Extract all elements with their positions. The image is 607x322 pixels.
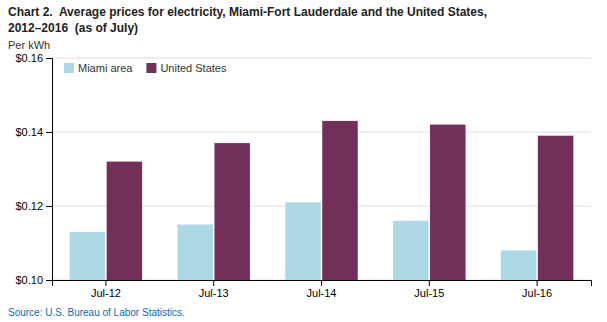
x-tick-label: Jul-16 bbox=[522, 287, 552, 299]
bar bbox=[501, 250, 537, 280]
x-tick-mark bbox=[429, 280, 430, 286]
subtitle: 2012–2016 (as of July) bbox=[8, 21, 138, 35]
x-tick-label: Jul-12 bbox=[91, 287, 121, 299]
legend: Miami area United States bbox=[64, 62, 227, 74]
y-tick-mark bbox=[46, 280, 52, 281]
bar bbox=[538, 136, 574, 280]
grid-line bbox=[52, 58, 591, 59]
legend-label: Miami area bbox=[78, 62, 133, 74]
x-tick: Jul-14 bbox=[307, 280, 337, 299]
y-axis-line bbox=[46, 59, 53, 281]
x-axis-line bbox=[53, 281, 592, 287]
grid-line bbox=[52, 132, 591, 133]
plot-area: $0.10$0.12$0.14$0.16Jul-12Jul-13Jul-14Ju… bbox=[15, 52, 591, 299]
bar bbox=[393, 221, 429, 280]
bar bbox=[214, 143, 250, 280]
y-tick-label: $0.12 bbox=[15, 200, 43, 212]
x-tick-mark bbox=[321, 280, 322, 286]
legend-swatch bbox=[64, 63, 74, 73]
y-tick-mark bbox=[46, 132, 52, 133]
chart: Chart 2. Average prices for electricity,… bbox=[0, 0, 607, 322]
y-tick: $0.12 bbox=[15, 200, 52, 212]
legend-label: United States bbox=[160, 62, 227, 74]
bar bbox=[322, 121, 358, 280]
source-note: Source: U.S. Bureau of Labor Statistics. bbox=[8, 307, 185, 318]
x-tick-mark bbox=[213, 280, 214, 286]
x-tick-mark bbox=[105, 280, 106, 286]
bar bbox=[285, 202, 321, 280]
y-tick: $0.14 bbox=[15, 126, 52, 138]
bar-series bbox=[107, 121, 574, 280]
x-axis: Jul-12 Jul-13 Jul-14 Jul-15 Jul-16 bbox=[53, 280, 592, 299]
x-tick-label: Jul-15 bbox=[414, 287, 444, 299]
x-tick: Jul-13 bbox=[199, 280, 229, 299]
bar bbox=[177, 225, 213, 281]
x-tick: Jul-15 bbox=[414, 280, 444, 299]
x-tick: Jul-16 bbox=[522, 280, 552, 299]
y-tick-mark bbox=[46, 58, 52, 59]
y-tick-label: $0.14 bbox=[15, 126, 43, 138]
bars bbox=[70, 121, 574, 280]
bar bbox=[107, 162, 143, 280]
bar bbox=[70, 232, 106, 280]
y-tick: $0.10 bbox=[15, 274, 52, 286]
grid bbox=[52, 58, 591, 280]
x-tick-mark bbox=[537, 280, 538, 286]
bar bbox=[430, 125, 466, 280]
y-tick-mark bbox=[46, 206, 52, 207]
y-tick-label: $0.10 bbox=[15, 274, 43, 286]
x-tick-label: Jul-13 bbox=[199, 287, 229, 299]
legend-item: Miami area bbox=[64, 62, 133, 74]
y-tick: $0.16 bbox=[15, 52, 52, 64]
x-tick-label: Jul-14 bbox=[307, 287, 337, 299]
y-axis-title: Per kWh bbox=[8, 39, 50, 51]
legend-item: United States bbox=[146, 62, 227, 74]
y-tick-label: $0.16 bbox=[15, 52, 43, 64]
title: Chart 2. Average prices for electricity,… bbox=[8, 5, 487, 19]
y-axis: $0.10 $0.12 $0.14 $0.16 bbox=[15, 52, 52, 286]
x-tick: Jul-12 bbox=[91, 280, 121, 299]
legend-swatch bbox=[146, 63, 156, 73]
